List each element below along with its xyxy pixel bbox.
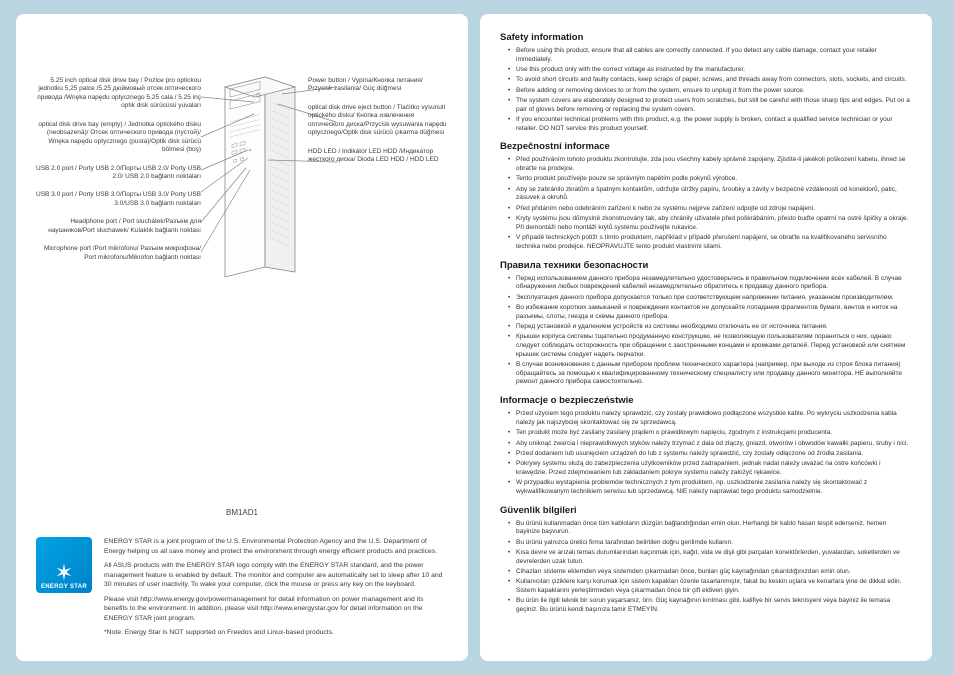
callout-odd-bay: 5.25 inch optical disk drive bay / Pozic…: [36, 77, 201, 111]
section-list: Bu ürünü kullanmadan önce tüm kabloların…: [500, 520, 912, 615]
list-item: Ten produkt może być zasilany zasilany p…: [508, 429, 912, 438]
section-list: Przed użyciem tego produktu należy spraw…: [500, 410, 912, 496]
callout-usb3: USB 3.0 port / Porty USB 3.0/Порты USB 3…: [36, 191, 201, 208]
callout-headphone: Headphone port / Port sluchátek/Разъем д…: [36, 218, 201, 235]
callout-odd-empty: optical disk drive bay (empty) / Jednotk…: [36, 121, 201, 155]
section-title: Правила техники безопасности: [500, 260, 912, 271]
list-item: Before using this product, ensure that a…: [508, 47, 912, 65]
es-p4: *Note: Energy Star is NOT supported on F…: [104, 628, 448, 638]
callout-power: Power button / Vypína/Кнопка питания/ Pr…: [308, 77, 448, 94]
energy-star-body: ENERGY STAR is a joint program of the U.…: [104, 537, 448, 643]
section-list: Before using this product, ensure that a…: [500, 47, 912, 133]
list-item: To avoid short circuits and faulty conta…: [508, 76, 912, 85]
section-title: Safety information: [500, 32, 912, 43]
list-item: Przed dodaniem lub usunięciem urządzeń d…: [508, 450, 912, 459]
section-title: Güvenlik bilgileri: [500, 505, 912, 516]
section-list: Před používáním tohoto produktu zkontrol…: [500, 156, 912, 251]
list-item: W przypadku wystąpienia problemów techni…: [508, 479, 912, 497]
list-item: The system covers are elaborately design…: [508, 97, 912, 115]
list-item: Před používáním tohoto produktu zkontrol…: [508, 156, 912, 174]
list-item: Aby uniknąć zwarcia i nieprawidłowych st…: [508, 440, 912, 449]
star-icon: ✶: [55, 562, 73, 584]
list-item: Kryty systému jsou důmyslně zkonstruován…: [508, 215, 912, 233]
energy-star-row: ✶ ENERGY STAR ENERGY STAR is a joint pro…: [36, 537, 448, 643]
tower-illustration: [210, 72, 300, 282]
list-item: Przed użyciem tego produktu należy spraw…: [508, 410, 912, 428]
list-item: Перед установкой и удалением устройств и…: [508, 323, 912, 332]
es-p3: Please visit http://www.energy.gov/power…: [104, 595, 448, 624]
right-panel: Safety information Before using this prod…: [480, 14, 932, 661]
section: Informacje o bezpieczeństwie Przed użycie…: [500, 395, 912, 496]
list-item: Cihazları sisteme eklemden veya sistemde…: [508, 568, 912, 577]
list-item: If you encounter technical problems with…: [508, 116, 912, 134]
list-item: Крышки корпуса системы тщательно продума…: [508, 333, 912, 359]
callout-mic: Microphone port /Port mikrofonu/ Разъем …: [36, 245, 201, 262]
energy-star-logo: ✶ ENERGY STAR: [36, 537, 92, 593]
right-callouts: Power button / Vypína/Кнопка питания/ Pr…: [308, 77, 448, 175]
list-item: Before adding or removing devices to or …: [508, 87, 912, 96]
list-item: Эксплуатация данного прибора допускается…: [508, 294, 912, 303]
energy-star-text: ENERGY STAR: [41, 584, 87, 590]
diagram-area: 5.25 inch optical disk drive bay / Pozic…: [36, 32, 448, 504]
section-title: Informacje o bezpieczeństwie: [500, 395, 912, 406]
list-item: Kullanıcıları çiziklere karşı korumak iç…: [508, 578, 912, 596]
list-item: Kısa devre ve arızalı temas durumlarında…: [508, 549, 912, 567]
list-item: Bu ürünü kullanmadan önce tüm kabloların…: [508, 520, 912, 538]
list-item: Bu ürünü yalnızca üretici firma tarafınd…: [508, 539, 912, 548]
section: Safety information Before using this prod…: [500, 32, 912, 133]
callout-usb2: USB 2.0 port / Porty USB 2.0/Порты USB 2…: [36, 165, 201, 182]
callout-eject: optical disk drive eject button / Tlačít…: [308, 104, 448, 138]
list-item: В случае возникновения с данным прибором…: [508, 361, 912, 387]
callout-hdd-led: HDD LED / Indikátor LED HDD /Индикатор ж…: [308, 148, 448, 165]
list-item: Aby se zabránilo zkratům a špatným konta…: [508, 186, 912, 204]
list-item: Před přidáním nebo odebráním zařízení k …: [508, 205, 912, 214]
list-item: Во избежание коротких замыканий и повреж…: [508, 304, 912, 322]
list-item: Pokrywy systemu służą do zabezpieczenia …: [508, 460, 912, 478]
list-item: Tento produkt používejte pouze se správn…: [508, 175, 912, 184]
left-panel: 5.25 inch optical disk drive bay / Pozic…: [16, 14, 468, 661]
model-label: BM1AD1: [36, 508, 448, 517]
list-item: Bu ürün ile ilgili teknik bir sorun yaşa…: [508, 597, 912, 615]
list-item: Перед использованием данного прибора нез…: [508, 275, 912, 293]
list-item: Use this product only with the correct v…: [508, 66, 912, 75]
es-p1: ENERGY STAR is a joint program of the U.…: [104, 537, 448, 556]
section: Güvenlik bilgileri Bu ürünü kullanmadan ö…: [500, 505, 912, 615]
section: Правила техники безопасности Перед исполь…: [500, 260, 912, 388]
left-callouts: 5.25 inch optical disk drive bay / Pozic…: [36, 77, 201, 272]
section-list: Перед использованием данного прибора нез…: [500, 275, 912, 388]
list-item: V případě technických potíží s tímto pro…: [508, 234, 912, 252]
es-p2: All ASUS products with the ENERGY STAR l…: [104, 561, 448, 590]
section: Bezpečnostní informace Před používáním to…: [500, 141, 912, 251]
section-title: Bezpečnostní informace: [500, 141, 912, 152]
